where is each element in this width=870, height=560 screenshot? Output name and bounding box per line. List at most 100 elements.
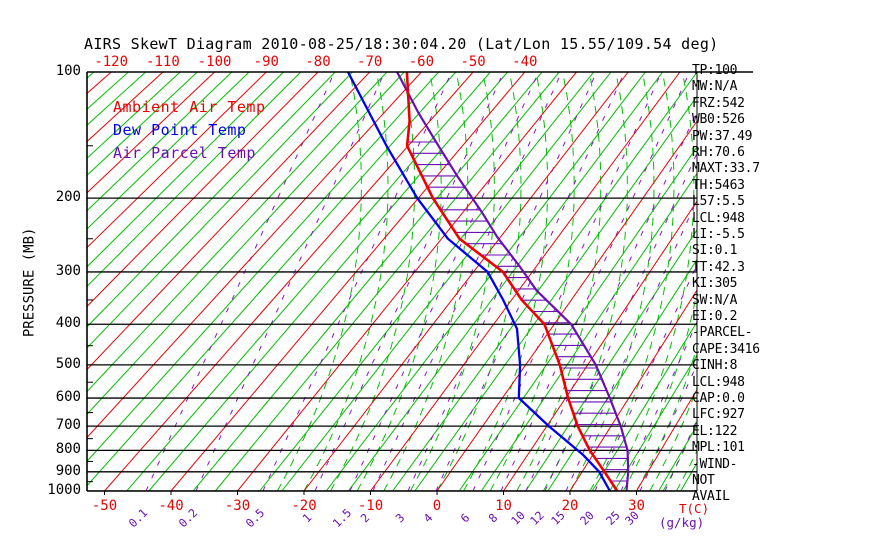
isotherm-line	[170, 72, 526, 491]
mixing-ratio-line	[407, 72, 598, 491]
mixing-ratio-line	[195, 72, 386, 491]
green-solid-line	[87, 72, 181, 159]
temp-axis-label-top: -110	[146, 54, 180, 70]
temp-axis-label-top: -100	[197, 54, 232, 70]
moist-adiabat-line	[516, 76, 602, 491]
moist-adiabat-line	[489, 76, 575, 491]
moist-adiabat-line	[409, 76, 495, 491]
temp-axis-label-top: -40	[512, 54, 538, 70]
legend-item-air-parcel-temp: Air Parcel Temp	[113, 144, 256, 162]
stat-line: LCL:948	[692, 210, 745, 226]
dew-point-curve	[346, 72, 611, 491]
mixing-ratio-line	[372, 72, 563, 491]
moist-adiabat-line	[436, 76, 522, 491]
moist-adiabat-line	[383, 76, 469, 491]
moist-adiabat-line	[636, 345, 697, 491]
stat-line: CINH:8	[692, 358, 738, 374]
green-solid-line	[87, 72, 388, 393]
isotherm-line	[87, 72, 215, 194]
stat-line: TH:5463	[692, 177, 745, 193]
temp-axis-label-bottom: -30	[224, 498, 251, 514]
temp-axis-label-top: -90	[253, 54, 279, 70]
stat-line: PW:37.49	[692, 128, 753, 144]
green-solid-line	[87, 72, 198, 177]
temp-axis-label-bottom: -10	[357, 498, 384, 514]
green-solid-line	[87, 72, 302, 288]
mixing-ratio-line	[472, 72, 663, 491]
green-solid-line	[392, 72, 697, 491]
pressure-axis-label: 300	[55, 262, 81, 279]
temp-axis-label-top: -70	[357, 54, 383, 70]
green-solid-line	[87, 72, 440, 463]
moist-adiabat-line	[330, 76, 416, 491]
green-solid-line	[325, 72, 646, 491]
moist-adiabat-line	[276, 76, 362, 491]
temp-axis-label-top: -50	[460, 54, 486, 70]
pressure-axis-title: PRESSURE (MB)	[21, 227, 38, 338]
green-solid-line	[591, 321, 697, 491]
isotherm-line	[636, 388, 697, 491]
green-solid-line	[214, 72, 560, 491]
moist-adiabat-line	[463, 76, 549, 491]
temp-axis-title: T(C)	[679, 501, 710, 516]
stat-line: SI:0.1	[692, 243, 738, 259]
isotherm-line	[370, 72, 681, 491]
chart-title: AIRS SkewT Diagram 2010-08-25/18:30:04.2…	[84, 35, 719, 53]
pressure-axis-label: 200	[55, 189, 81, 206]
moist-adiabat-line	[303, 76, 389, 491]
stat-line: WB0:526	[692, 112, 745, 128]
isotherm-line	[237, 72, 577, 491]
temp-axis-label-bottom: -50	[91, 498, 118, 514]
stat-line: -WIND-	[692, 456, 738, 472]
temp-axis-label-bottom: -20	[291, 498, 317, 514]
green-solid-line	[259, 72, 595, 491]
moist-adiabat-line	[609, 76, 695, 491]
pressure-axis-label: 100	[55, 63, 81, 79]
green-solid-line	[87, 72, 250, 230]
green-solid-line	[87, 72, 284, 268]
stat-line: MPL:101	[692, 440, 745, 456]
mixing-ratio-line	[262, 72, 453, 491]
pressure-axis-label: 500	[55, 355, 81, 372]
stat-line: AVAIL	[692, 489, 730, 505]
stat-line: LCL:948	[692, 374, 745, 390]
pressure-axis-label: 600	[55, 389, 81, 406]
green-solid-line	[87, 72, 457, 487]
legend-item-dew-point-temp: Dew Point Temp	[113, 121, 247, 139]
isotherm-line	[87, 72, 422, 439]
moist-adiabat-line	[589, 76, 675, 491]
isotherm-line	[87, 72, 267, 249]
stat-line: RH:70.6	[692, 145, 745, 160]
legend-item-ambient-air-temp: Ambient Air Temp	[113, 98, 266, 116]
stat-line: CAP:0.0	[692, 391, 745, 406]
mixing-ratio-line	[314, 72, 505, 491]
temp-axis-label-top: -60	[408, 54, 435, 70]
isotherm-line	[87, 72, 371, 371]
green-solid-line	[547, 258, 697, 491]
pressure-axis-label: 900	[55, 462, 81, 479]
stat-line: LFC:927	[692, 407, 745, 423]
stat-line: L57:5.5	[692, 194, 745, 210]
mixing-ratio-line	[500, 72, 691, 491]
green-solid-line	[525, 228, 697, 491]
air-parcel-curve	[396, 72, 630, 491]
isotherm-line	[503, 200, 697, 491]
temp-axis-label-bottom: 20	[561, 498, 579, 514]
ambient-temp-curve	[405, 72, 619, 491]
pressure-axis-label: 800	[55, 441, 81, 458]
green-solid-line	[87, 72, 405, 415]
isotherm-line	[303, 72, 629, 491]
moist-adiabat-line	[542, 76, 628, 491]
stat-line: EI:0.2	[692, 309, 738, 324]
green-solid-line	[281, 72, 612, 491]
isotherm-line	[87, 72, 319, 308]
moist-adiabat-line	[649, 386, 697, 491]
stat-line: LI:-5.5	[692, 227, 745, 242]
stat-line: KI:305	[692, 276, 738, 292]
mixing-ratio-line	[435, 72, 626, 491]
stat-line: TT:42.3	[692, 259, 745, 275]
temp-axis-label-top: -120	[94, 54, 129, 70]
moist-adiabat-line	[356, 76, 442, 491]
